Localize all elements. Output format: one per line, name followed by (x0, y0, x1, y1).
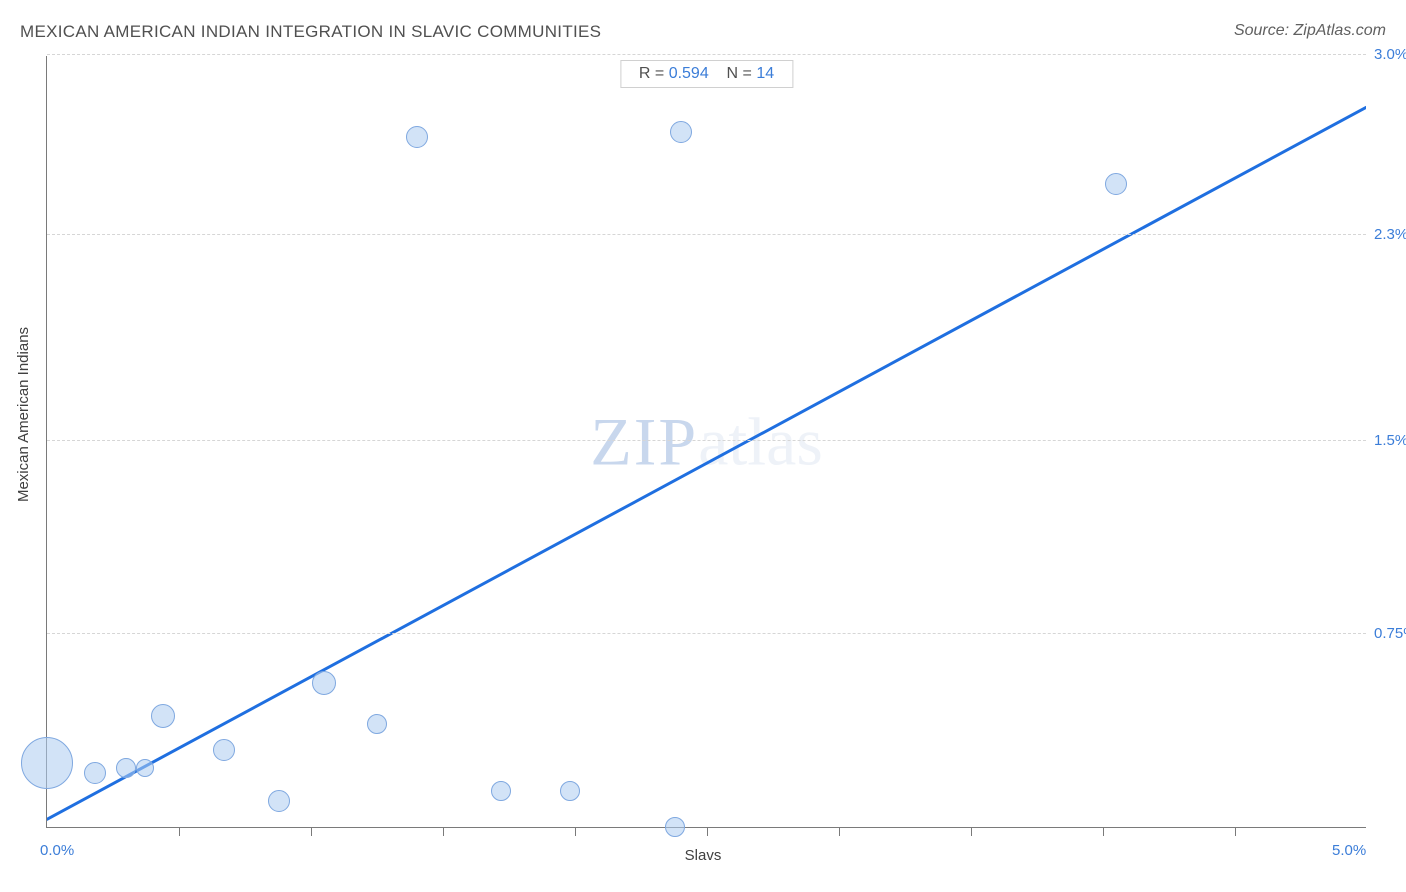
x-axis-max-label: 5.0% (1332, 842, 1366, 859)
scatter-point (21, 737, 73, 789)
chart-title: MEXICAN AMERICAN INDIAN INTEGRATION IN S… (20, 22, 601, 42)
scatter-point (268, 790, 290, 812)
r-value: 0.594 (669, 65, 709, 82)
trend-line-layer (47, 56, 1366, 827)
watermark-part2: atlas (698, 403, 823, 479)
y-gridline (47, 234, 1366, 235)
x-tick (311, 827, 312, 836)
scatter-point (670, 121, 692, 143)
trend-line (47, 107, 1366, 819)
scatter-point (491, 781, 511, 801)
x-axis-min-label: 0.0% (40, 842, 74, 859)
scatter-point (136, 759, 154, 777)
scatter-point (367, 714, 387, 734)
x-tick (971, 827, 972, 836)
scatter-point (560, 781, 580, 801)
scatter-point (665, 817, 685, 837)
x-tick (839, 827, 840, 836)
scatter-point (312, 671, 336, 695)
scatter-point (151, 704, 175, 728)
scatter-point (406, 126, 428, 148)
x-tick (575, 827, 576, 836)
x-tick (443, 827, 444, 836)
scatter-point (84, 762, 106, 784)
scatter-point (213, 739, 235, 761)
stats-box: R = 0.594 N = 14 (620, 60, 793, 88)
y-tick-label: 0.75% (1374, 625, 1406, 642)
r-label: R = (639, 65, 664, 82)
scatter-point (116, 758, 136, 778)
y-gridline (47, 54, 1366, 55)
watermark-part1: ZIP (590, 403, 698, 479)
y-gridline (47, 440, 1366, 441)
x-tick (1235, 827, 1236, 836)
x-tick (179, 827, 180, 836)
y-tick-label: 1.5% (1374, 432, 1406, 449)
scatter-plot-area: R = 0.594 N = 14 ZIPatlas (46, 56, 1366, 828)
x-tick (707, 827, 708, 836)
y-tick-label: 3.0% (1374, 46, 1406, 63)
n-label: N = (727, 65, 752, 82)
watermark: ZIPatlas (590, 402, 823, 481)
y-axis-label: Mexican American Indians (16, 326, 33, 501)
x-tick (1103, 827, 1104, 836)
scatter-point (1105, 173, 1127, 195)
x-axis-label: Slavs (0, 847, 1406, 864)
y-axis-label-container: Mexican American Indians (14, 0, 34, 828)
source-attribution: Source: ZipAtlas.com (1234, 22, 1386, 40)
y-tick-label: 2.3% (1374, 226, 1406, 243)
n-value: 14 (756, 65, 774, 82)
y-gridline (47, 633, 1366, 634)
